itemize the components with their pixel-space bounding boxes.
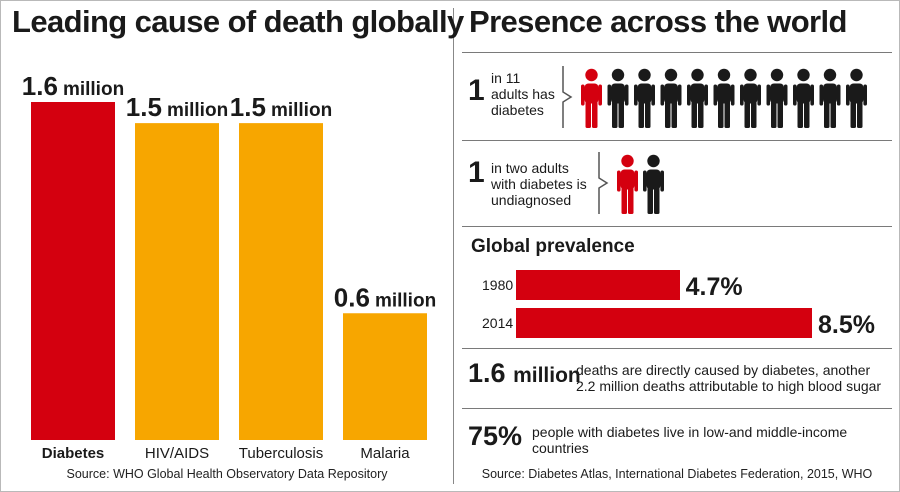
stat2-text: in two adults with diabetes is undiagnos… bbox=[491, 160, 587, 208]
person-icon bbox=[766, 68, 788, 128]
stat1-line-1: in 11 bbox=[491, 70, 521, 86]
person-highlighted-icon bbox=[581, 68, 602, 128]
stat2-people-row bbox=[617, 154, 664, 214]
prevalence-title: Global prevalence bbox=[471, 236, 635, 257]
deaths-number-value: 1.6 bbox=[468, 358, 506, 388]
income-line-2: countries bbox=[532, 440, 589, 456]
prevalence-bar-2014 bbox=[516, 308, 812, 338]
person-icon bbox=[793, 68, 814, 128]
person-icon bbox=[607, 68, 629, 128]
prevalence-value-1980: 4.7% bbox=[685, 273, 743, 301]
section-divider bbox=[462, 226, 892, 227]
stat2-line-2: with diabetes is bbox=[491, 176, 587, 192]
stat2-number: 1 bbox=[468, 156, 485, 189]
deaths-number: 1.6 million bbox=[468, 358, 581, 389]
bar-value-number: 1.6 bbox=[22, 71, 58, 101]
person-icon bbox=[819, 68, 841, 128]
left-source-note: Source: WHO Global Health Observatory Da… bbox=[66, 467, 388, 481]
bar-value-label: 1.6 million bbox=[22, 71, 124, 101]
stat1-line-2: adults has bbox=[491, 86, 555, 102]
category-label: HIV/AIDS bbox=[145, 445, 209, 462]
section-divider bbox=[462, 348, 892, 349]
person-icon bbox=[634, 68, 655, 128]
stat1-line-3: diabetes bbox=[491, 102, 544, 118]
bar-value-label: 0.6 million bbox=[334, 282, 436, 312]
right-panel-title: Presence across the world bbox=[469, 4, 847, 39]
panel-divider bbox=[453, 8, 454, 484]
bar-value-unit: million bbox=[271, 100, 332, 121]
stat2-bracket-icon bbox=[598, 152, 609, 214]
category-label: Tuberculosis bbox=[239, 445, 323, 462]
person-icon bbox=[713, 68, 735, 128]
person-icon bbox=[687, 68, 708, 128]
person-highlighted-icon bbox=[617, 154, 638, 214]
right-source-note: Source: Diabetes Atlas, International Di… bbox=[481, 467, 873, 481]
bar-tuberculosis bbox=[239, 123, 323, 440]
prevalence-value-2014: 8.5% bbox=[818, 311, 875, 339]
stat1-text: in 11 adults has diabetes bbox=[491, 70, 555, 118]
deaths-number-unit: million bbox=[513, 364, 581, 387]
person-icon bbox=[740, 68, 761, 128]
bar-value-unit: million bbox=[167, 100, 228, 121]
section-divider bbox=[462, 52, 892, 53]
prevalence-bar-1980 bbox=[516, 270, 680, 300]
income-number: 75% bbox=[468, 421, 523, 451]
bar-value-number: 1.5 bbox=[230, 92, 266, 122]
bar-malaria bbox=[343, 313, 427, 440]
deaths-line-2: 2.2 million deaths attributable to high … bbox=[576, 378, 882, 394]
bar-value-unit: million bbox=[375, 290, 436, 311]
bar-value-number: 0.6 bbox=[334, 282, 370, 312]
prevalence-year-2014: 2014 bbox=[482, 315, 514, 331]
bar-diabetes bbox=[31, 102, 115, 440]
left-panel-title: Leading cause of death globally bbox=[12, 4, 464, 39]
stat2-line-3: undiagnosed bbox=[491, 192, 572, 208]
bar-hiv-aids bbox=[135, 123, 219, 440]
section-divider bbox=[462, 140, 892, 141]
stat1-number: 1 bbox=[468, 74, 485, 107]
section-divider bbox=[462, 408, 892, 409]
person-icon bbox=[660, 68, 682, 128]
person-icon bbox=[846, 68, 867, 128]
stat2-line-1: in two adults bbox=[491, 160, 569, 176]
deaths-line-1: deaths are directly caused by diabetes, … bbox=[576, 362, 871, 378]
bar-value-unit: million bbox=[63, 79, 124, 100]
stat1-people-row bbox=[581, 68, 867, 128]
bar-value-label: 1.5 million bbox=[126, 92, 228, 122]
bar-value-number: 1.5 bbox=[126, 92, 162, 122]
person-icon bbox=[643, 154, 664, 214]
category-label: Malaria bbox=[360, 445, 410, 462]
stat1-bracket-icon bbox=[562, 66, 573, 128]
income-line-1: people with diabetes live in low-and mid… bbox=[532, 424, 848, 440]
deaths-text: deaths are directly caused by diabetes, … bbox=[576, 362, 881, 394]
income-text: people with diabetes live in low-and mid… bbox=[532, 424, 847, 456]
prevalence-year-1980: 1980 bbox=[482, 277, 514, 293]
bar-value-label: 1.5 million bbox=[230, 92, 332, 122]
category-label: Diabetes bbox=[42, 445, 105, 462]
